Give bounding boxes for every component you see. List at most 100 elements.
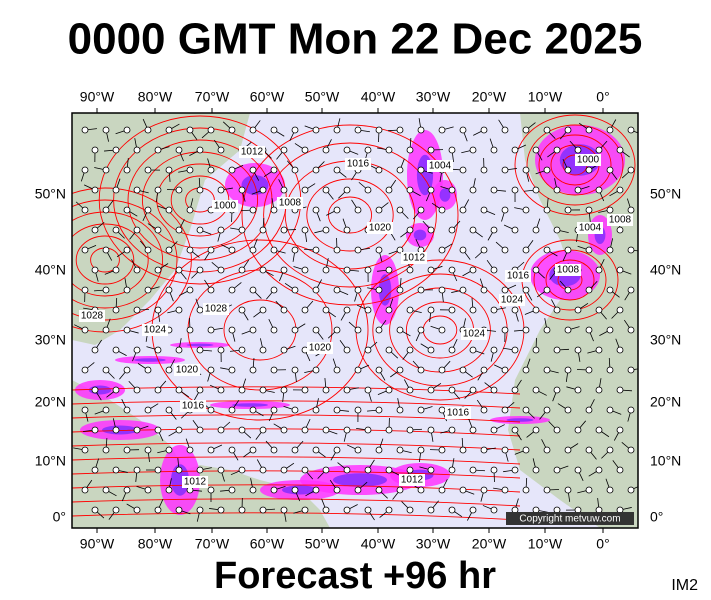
station (228, 446, 236, 454)
station (553, 466, 561, 474)
station (354, 366, 362, 374)
station (333, 246, 341, 254)
station (280, 466, 288, 474)
station (469, 266, 477, 274)
isobar-label-box (461, 328, 487, 340)
isobar-label-box (142, 324, 168, 336)
isobar-label-box (182, 476, 208, 488)
station (175, 186, 183, 194)
station (144, 366, 152, 374)
station (490, 466, 498, 474)
isobar-label: 1012 (401, 475, 424, 486)
precip-core (506, 418, 534, 422)
station (165, 246, 173, 254)
station (438, 366, 446, 374)
station (91, 146, 99, 154)
station (417, 406, 425, 414)
station (417, 206, 425, 214)
station (364, 386, 372, 394)
station (217, 146, 225, 154)
isobar-label: 1008 (279, 198, 302, 209)
station (196, 146, 204, 154)
station (616, 346, 624, 354)
station (396, 406, 404, 414)
station (574, 306, 582, 314)
station (406, 346, 414, 354)
station (186, 286, 194, 294)
station (354, 206, 362, 214)
station (448, 466, 456, 474)
station (490, 386, 498, 394)
station (81, 406, 89, 414)
station (123, 326, 131, 334)
station (469, 426, 477, 434)
station (469, 386, 477, 394)
station (123, 206, 131, 214)
station (417, 286, 425, 294)
station (406, 146, 414, 154)
station (165, 366, 173, 374)
station (112, 186, 120, 194)
station (480, 486, 488, 494)
station (133, 386, 141, 394)
station (154, 466, 162, 474)
station (228, 166, 236, 174)
lon-label: 80°W (138, 89, 173, 105)
station (595, 466, 603, 474)
station (196, 346, 204, 354)
station (438, 246, 446, 254)
isobar-label-box (212, 200, 238, 212)
station (469, 226, 477, 234)
station (606, 366, 614, 374)
station (354, 126, 362, 134)
station (91, 186, 99, 194)
isobar-label: 1008 (557, 265, 580, 276)
isobar-label: 1028 (81, 311, 104, 322)
isobar (72, 512, 521, 521)
station (553, 146, 561, 154)
station (123, 366, 131, 374)
station (469, 146, 477, 154)
lon-label: 90°W (80, 89, 115, 105)
station (301, 386, 309, 394)
station (564, 446, 572, 454)
station (217, 266, 225, 274)
station (165, 126, 173, 134)
station (165, 446, 173, 454)
station (522, 446, 530, 454)
isobar-label: 1020 (176, 365, 199, 376)
station (259, 226, 267, 234)
station (228, 126, 236, 134)
station (532, 186, 540, 194)
station (469, 346, 477, 354)
station (133, 146, 141, 154)
station (81, 286, 89, 294)
lon-label: 30°W (416, 89, 451, 105)
station (259, 346, 267, 354)
isobar (72, 442, 521, 451)
station (175, 426, 183, 434)
station (81, 326, 89, 334)
station (438, 206, 446, 214)
isobar-label-box (79, 310, 105, 322)
station (501, 366, 509, 374)
station (312, 126, 320, 134)
station (270, 286, 278, 294)
lon-label: 70°W (195, 536, 230, 552)
station (291, 126, 299, 134)
station (123, 406, 131, 414)
station (123, 166, 131, 174)
station (553, 386, 561, 394)
station (469, 306, 477, 314)
station (259, 266, 267, 274)
isobar-labels: 1012 1016 1000 1008 1004 1020 1012 1016 1024 1024… (79, 146, 633, 488)
station (627, 206, 635, 214)
station (396, 446, 404, 454)
land-europe-africa (508, 113, 638, 528)
station (343, 146, 351, 154)
station (81, 486, 89, 494)
station (175, 306, 183, 314)
station (196, 386, 204, 394)
station (354, 246, 362, 254)
station (238, 506, 246, 514)
